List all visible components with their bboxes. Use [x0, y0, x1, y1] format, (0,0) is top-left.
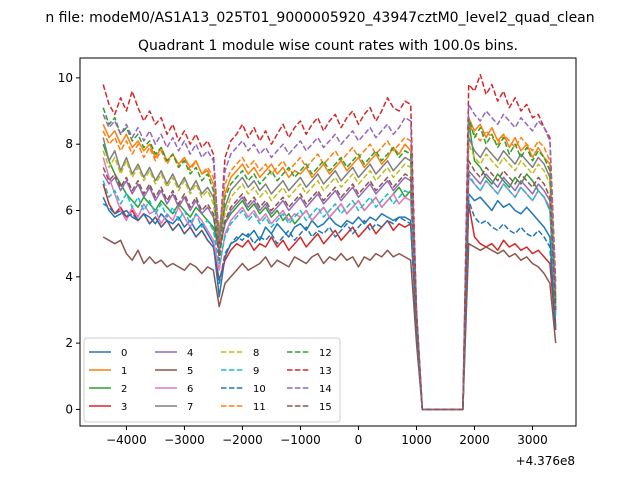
x-tick-label: −4000: [106, 433, 147, 447]
legend-frame: [83, 337, 341, 423]
legend-label-12: 12: [319, 348, 332, 359]
legend-label-9: 9: [253, 366, 259, 377]
series-line-7: [102, 136, 557, 411]
legend-label-2: 2: [121, 384, 127, 395]
series-line-6: [102, 157, 557, 411]
series-line-15: [102, 160, 557, 411]
chart-title: Quadrant 1 module wise count rates with …: [138, 38, 518, 54]
series-line-14: [102, 103, 557, 411]
legend-label-14: 14: [319, 384, 332, 395]
series-line-1: [102, 116, 557, 411]
x-tick-label: −2000: [222, 433, 263, 447]
x-tick-label: 2000: [459, 433, 490, 447]
legend-label-3: 3: [121, 402, 127, 413]
x-tick-label: −1000: [280, 433, 321, 447]
series-layer: [102, 73, 557, 411]
x-axis: −4000 −3000 −2000 −1000 0 1000 2000 3000: [106, 426, 548, 447]
x-offset-label: +4.376e8: [516, 454, 575, 468]
y-tick-label: 10: [58, 71, 73, 85]
y-tick-label: 8: [65, 137, 73, 151]
legend-label-8: 8: [253, 348, 259, 359]
figure-suptitle: n file: modeM0/AS1A13_025T01_9000005920_…: [45, 10, 594, 26]
legend-label-0: 0: [121, 348, 127, 359]
legend-label-1: 1: [121, 366, 127, 377]
y-tick-label: 2: [65, 336, 73, 350]
legend-label-6: 6: [187, 384, 193, 395]
x-tick-label: 0: [355, 433, 363, 447]
legend-label-7: 7: [187, 402, 193, 413]
series-line-3: [102, 183, 557, 411]
axes-frame: [79, 57, 577, 427]
legend-label-4: 4: [187, 348, 193, 359]
x-tick-label: −3000: [164, 433, 205, 447]
series-line-8: [102, 143, 557, 411]
y-tick-label: 4: [65, 270, 73, 284]
y-axis: 0 2 4 6 8 10: [58, 71, 80, 416]
series-line-9: [102, 173, 557, 411]
legend-label-10: 10: [253, 384, 266, 395]
legend-label-13: 13: [319, 366, 332, 377]
series-line-13: [102, 73, 557, 411]
x-tick-label: 1000: [401, 433, 432, 447]
x-tick-label: 3000: [517, 433, 548, 447]
legend-label-5: 5: [187, 366, 193, 377]
series-line-5: [102, 236, 557, 411]
legend-label-15: 15: [319, 402, 332, 413]
legend-label-11: 11: [253, 402, 266, 413]
y-tick-label: 0: [65, 402, 73, 416]
series-line-12: [102, 107, 557, 411]
y-tick-label: 6: [65, 204, 73, 218]
